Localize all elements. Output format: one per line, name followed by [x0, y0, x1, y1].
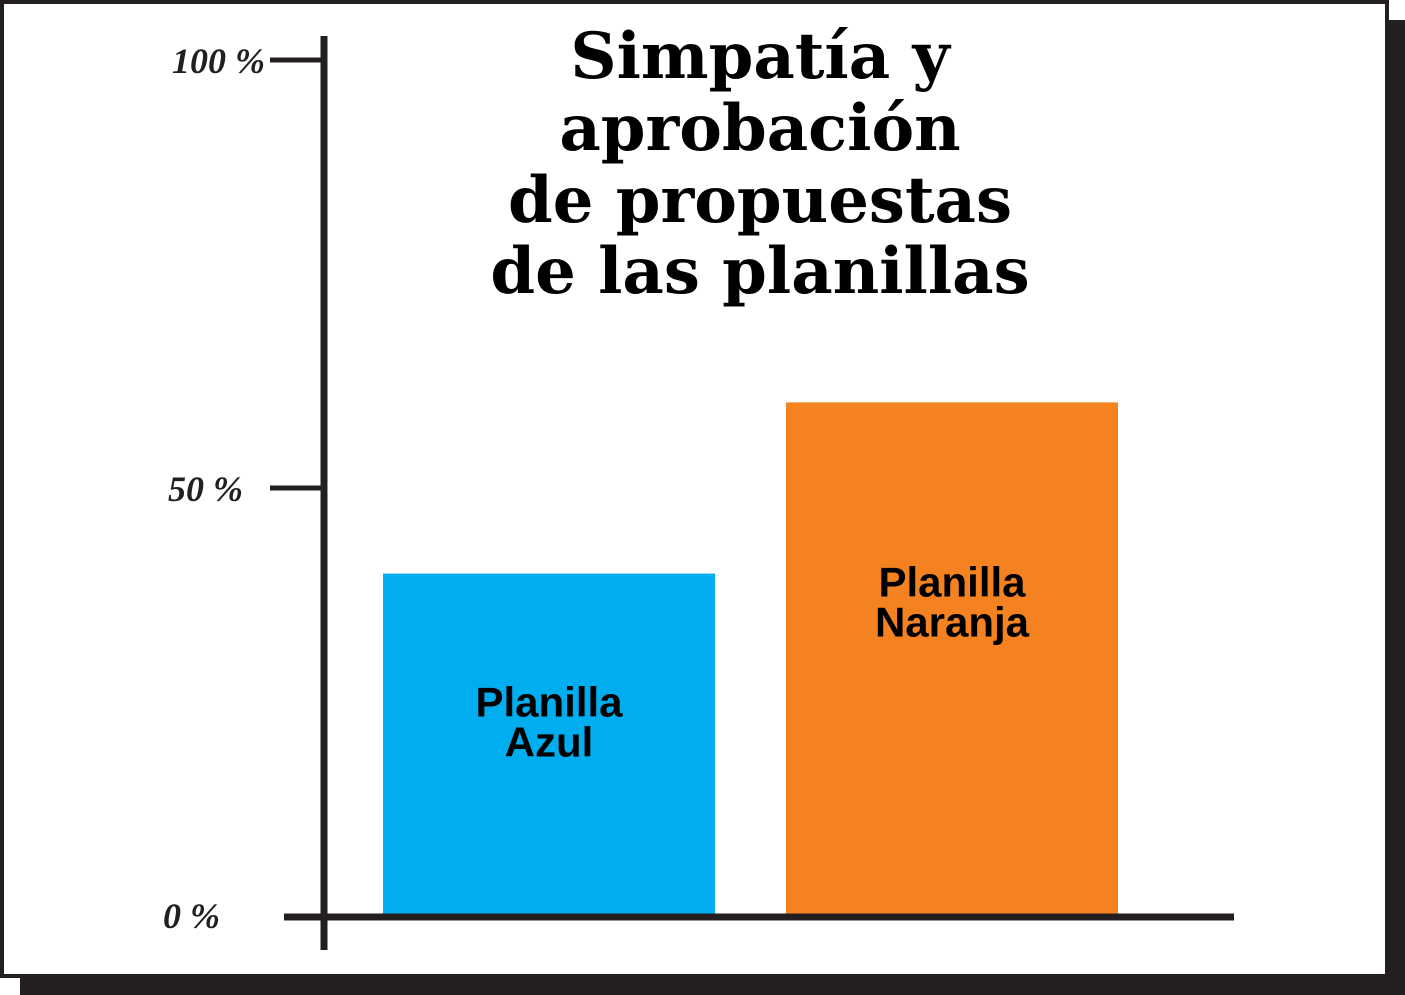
y-tick-label: 50 %: [168, 469, 243, 509]
bar: [786, 402, 1118, 916]
chart-title-line-4: de las planillas: [490, 234, 1029, 309]
y-tick-label: 0 %: [163, 896, 220, 936]
y-tick-label: 100 %: [172, 41, 265, 81]
bar: [383, 573, 715, 916]
chart-title-line-1: Simpatía y: [570, 19, 951, 94]
chart-title-line-3: de propuestas: [508, 163, 1012, 238]
chart-title-line-2: aprobación: [559, 91, 960, 166]
bar-label: Planilla: [878, 558, 1026, 605]
bar-label: Azul: [505, 718, 594, 765]
bar-label: Planilla: [475, 678, 623, 725]
bar-label: Naranja: [875, 598, 1030, 645]
